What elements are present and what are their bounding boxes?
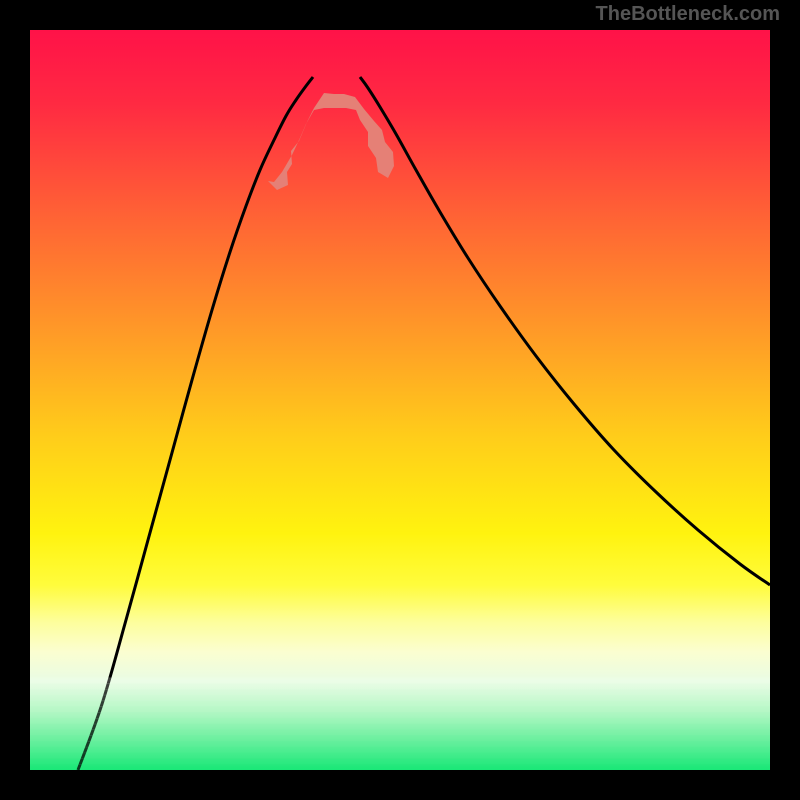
gradient-background [30, 30, 770, 770]
watermark-text: TheBottleneck.com [596, 3, 780, 26]
chart-stage: TheBottleneck.com [0, 0, 800, 800]
plot-area [30, 30, 770, 770]
